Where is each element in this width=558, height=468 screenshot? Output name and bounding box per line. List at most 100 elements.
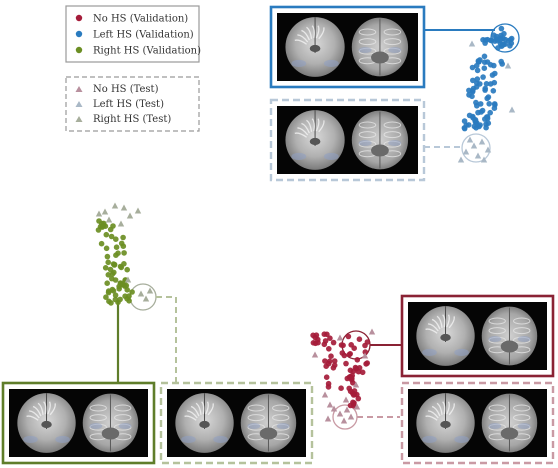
no-hs-validation-point	[351, 391, 358, 398]
legend-marker-no-hs-validation	[75, 14, 83, 22]
right-hs-test-point	[120, 204, 128, 211]
mri-panels	[1, 5, 555, 465]
left-hs-validation-point	[466, 87, 472, 94]
highlight-circle-left-hs-test	[461, 133, 491, 163]
no-hs-test-point	[311, 351, 319, 358]
right-hs-validation-point	[117, 280, 124, 287]
no-hs-validation-point	[350, 380, 356, 386]
right-hs-validation-point	[108, 300, 114, 306]
no-hs-validation-point	[356, 336, 363, 343]
no-hs-validation-point	[325, 380, 332, 387]
right-hs-test-point	[137, 290, 145, 297]
left-hs-validation-point	[472, 117, 479, 123]
right-hs-validation-point	[112, 292, 119, 299]
right-hs-test-point	[95, 210, 103, 217]
right-hs-validation-point	[112, 296, 119, 303]
mri-panel-right-hs-validation	[1, 381, 156, 465]
right-hs-validation-point	[129, 289, 135, 295]
axial-slice	[351, 110, 409, 170]
scatter-points	[95, 25, 516, 424]
no-hs-validation-point	[326, 346, 332, 352]
coronal-slice	[416, 393, 475, 453]
no-hs-validation-point	[355, 395, 362, 402]
right-hs-test-point	[124, 276, 132, 283]
highlight-circle-no-hs-test	[332, 404, 358, 430]
no-hs-test-point	[352, 381, 360, 388]
right-hs-validation-point	[95, 227, 102, 233]
no-hs-validation-point	[338, 342, 345, 348]
no-hs-validation-point	[322, 338, 329, 344]
right-hs-validation-point	[120, 243, 127, 249]
left-hs-validation-point	[492, 70, 498, 77]
left-hs-validation-point	[474, 103, 480, 109]
left-hs-validation-point	[481, 65, 488, 71]
left-hs-validation-point	[498, 32, 504, 39]
left-hs-validation-point	[498, 58, 505, 65]
no-hs-test-point	[336, 334, 344, 341]
right-hs-validation-point	[100, 220, 107, 227]
left-hs-validation-point	[480, 37, 486, 43]
right-hs-test-point	[146, 287, 154, 294]
axial-slice	[82, 393, 139, 453]
right-hs-validation-point	[103, 294, 109, 301]
right-hs-validation-point	[103, 231, 110, 238]
left-hs-validation-point	[461, 125, 468, 131]
no-hs-validation-point	[362, 349, 369, 355]
left-hs-validation-point	[484, 95, 491, 102]
no-hs-validation-point	[347, 351, 354, 357]
right-hs-test-point	[111, 202, 119, 209]
right-hs-validation-point	[103, 245, 110, 252]
right-hs-validation-point	[110, 261, 117, 267]
left-hs-validation-point	[502, 36, 509, 43]
left-hs-test-point	[480, 156, 488, 163]
left-hs-validation-point	[483, 81, 490, 87]
legend-label-left-hs-test: Left HS (Test)	[93, 99, 164, 110]
no-hs-test-point	[347, 413, 355, 420]
left-hs-test-point	[508, 106, 516, 113]
right-hs-test-point	[126, 212, 134, 219]
left-hs-validation-point	[487, 81, 494, 87]
axial-slice	[481, 393, 538, 453]
left-hs-test-point	[466, 136, 474, 143]
no-hs-validation-point	[339, 350, 346, 356]
left-hs-validation-point	[487, 62, 494, 68]
left-hs-validation-point	[474, 67, 481, 74]
right-hs-test-point	[105, 216, 113, 223]
legend-validation: No HS (Validation) Left HS (Validation) …	[65, 5, 201, 63]
left-hs-validation-point	[483, 124, 489, 131]
no-hs-validation-point	[338, 385, 344, 392]
no-hs-test-point	[340, 417, 348, 424]
left-hs-test-point	[457, 156, 465, 163]
left-hs-validation-point	[490, 88, 497, 94]
left-hs-validation-point	[470, 85, 477, 92]
right-hs-validation-point	[122, 293, 128, 300]
right-hs-validation-point	[104, 253, 111, 260]
left-hs-validation-point	[502, 41, 508, 47]
no-hs-validation-point	[328, 353, 334, 360]
left-hs-validation-point	[507, 36, 514, 43]
no-hs-validation-point	[355, 368, 362, 375]
connector-right-hs-test	[156, 296, 177, 383]
no-hs-validation-point	[327, 335, 333, 342]
left-hs-validation-point	[485, 120, 492, 126]
legend-marker-right-hs-test	[75, 116, 83, 122]
left-hs-validation-point	[470, 77, 476, 84]
left-hs-test-point	[478, 138, 486, 145]
right-hs-validation-point	[126, 293, 132, 299]
left-hs-validation-point	[466, 92, 472, 98]
left-hs-test-point	[474, 152, 482, 159]
no-hs-validation-point	[321, 331, 328, 338]
right-hs-validation-point	[120, 234, 126, 241]
mri-panel-no-hs-validation	[400, 294, 555, 378]
left-hs-validation-point	[487, 109, 494, 116]
right-hs-validation-point	[107, 226, 114, 233]
no-hs-test-point	[321, 391, 329, 398]
no-hs-validation-point	[313, 332, 320, 339]
right-hs-test-point	[142, 295, 150, 302]
no-hs-validation-point	[343, 360, 349, 367]
coronal-slice	[175, 393, 234, 453]
left-hs-test-point	[470, 142, 478, 149]
no-hs-validation-point	[359, 369, 366, 376]
mri-panel-left-hs-validation	[269, 5, 426, 89]
legend-label-right-hs-validation: Right HS (Validation)	[93, 46, 201, 57]
